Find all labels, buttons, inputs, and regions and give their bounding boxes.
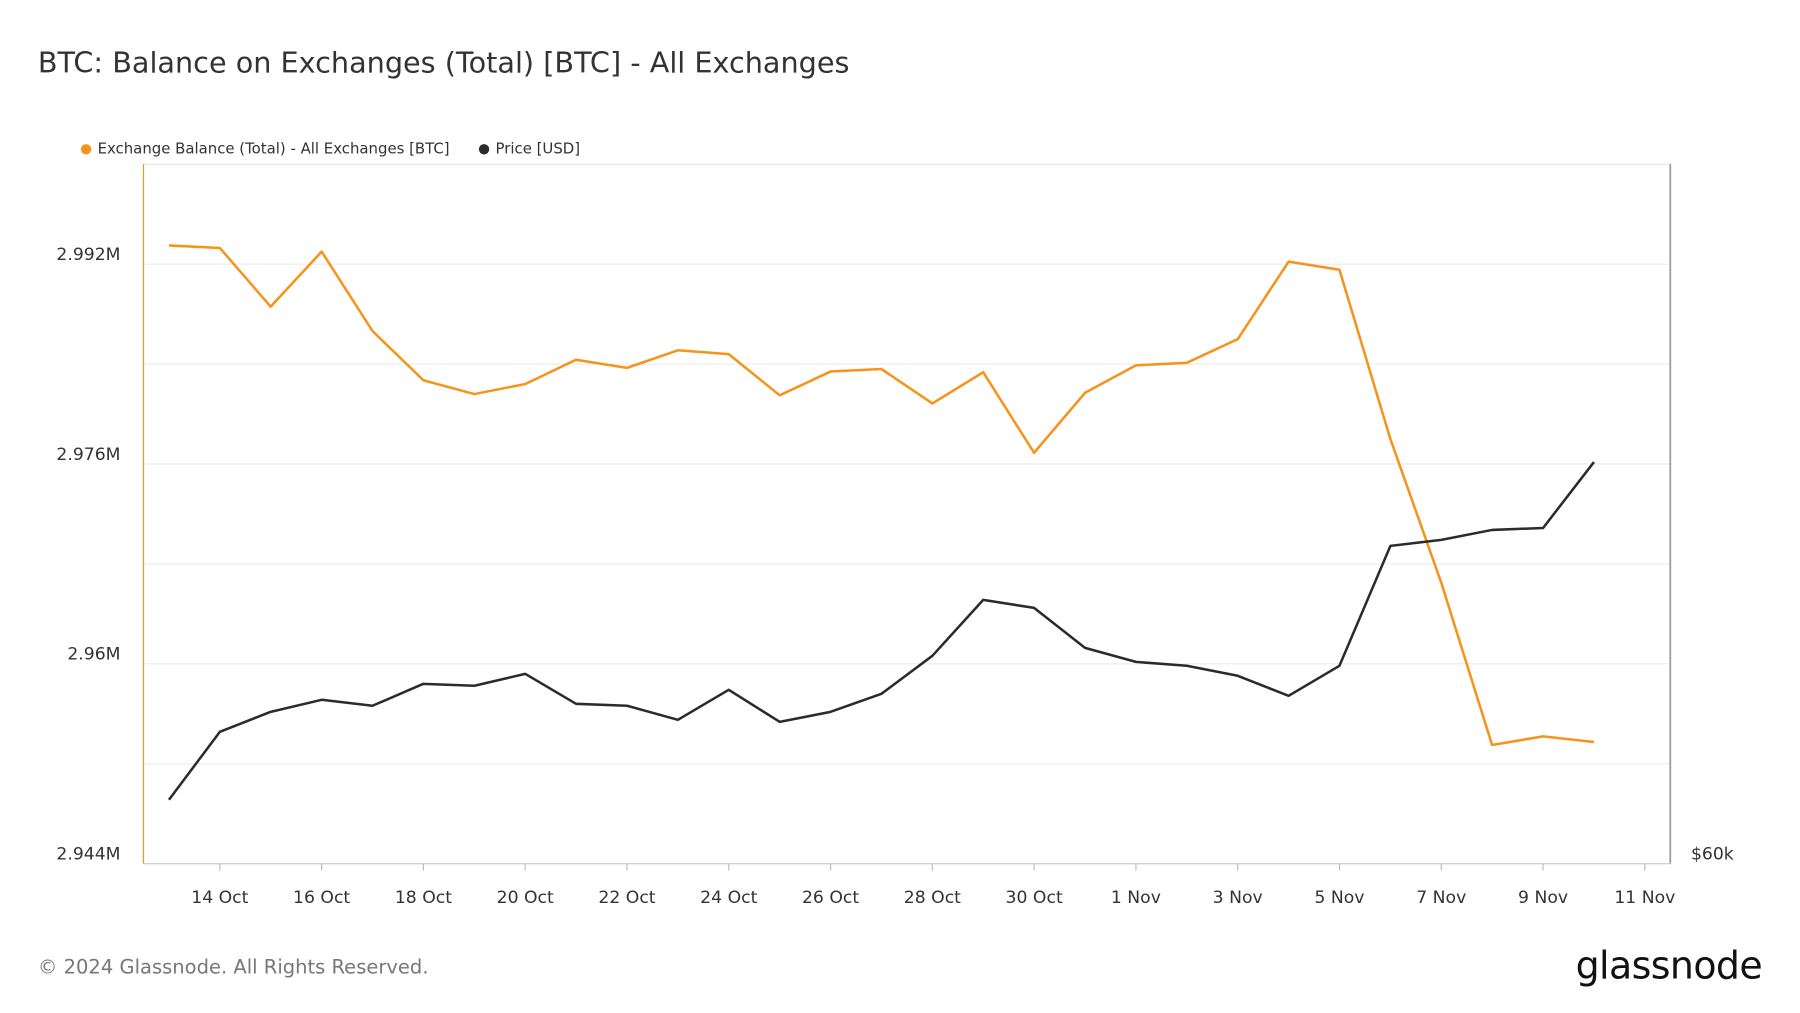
chart-title: BTC: Balance on Exchanges (Total) [BTC] …: [38, 45, 850, 79]
logo: glassnode: [1576, 944, 1763, 988]
y-tick-label: 2.944M: [56, 845, 120, 865]
y2-tick-label: $60k: [1691, 845, 1734, 865]
x-tick-label: 7 Nov: [1416, 888, 1466, 908]
x-tick-label: 20 Oct: [497, 888, 554, 908]
x-tick-label: 3 Nov: [1213, 888, 1263, 908]
x-tick-label: 16 Oct: [293, 888, 350, 908]
x-tick-label: 26 Oct: [802, 888, 859, 908]
y-tick-label: 2.96M: [67, 645, 120, 665]
y-tick-label: 2.976M: [56, 445, 120, 465]
plot-area: [167, 244, 1595, 801]
x-tick-label: 18 Oct: [395, 888, 452, 908]
y-tick-label: 2.992M: [56, 245, 120, 265]
x-tick-label: 11 Nov: [1614, 888, 1675, 908]
plot-frame: [142, 163, 1671, 865]
legend-swatch: [478, 144, 490, 155]
x-tick-label: 22 Oct: [598, 888, 655, 908]
footer: © 2024 Glassnode. All Rights Reserved.: [38, 956, 429, 979]
x-tick-label: 14 Oct: [191, 888, 248, 908]
legend-swatch: [80, 144, 92, 155]
x-tick-label: 30 Oct: [1006, 888, 1063, 908]
line-series: [168, 244, 1595, 747]
x-tick-label: 5 Nov: [1314, 888, 1364, 908]
x-tick-label: 28 Oct: [904, 888, 961, 908]
legend-label: Exchange Balance (Total) - All Exchanges…: [98, 139, 450, 157]
x-tick-label: 9 Nov: [1518, 888, 1568, 908]
x-tick-label: 24 Oct: [700, 888, 757, 908]
legend-label: Price [USD]: [496, 139, 581, 157]
line-series: [167, 461, 1595, 801]
x-tick-label: 1 Nov: [1111, 888, 1161, 908]
